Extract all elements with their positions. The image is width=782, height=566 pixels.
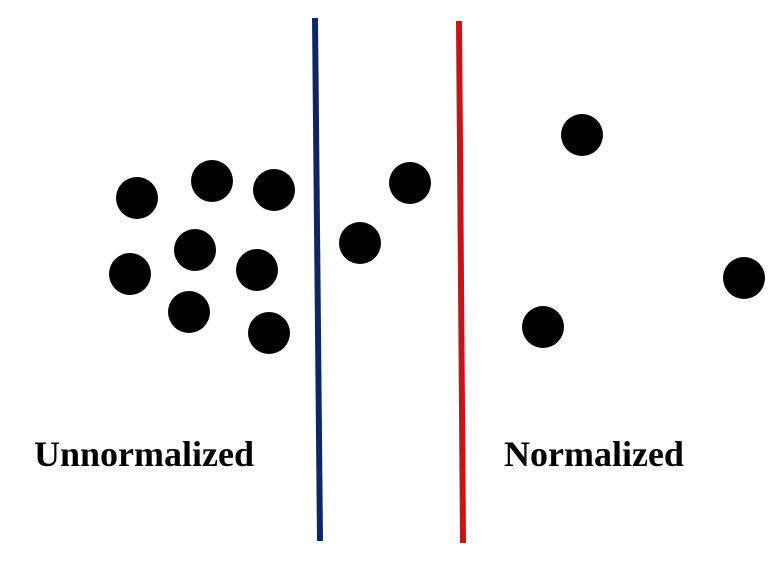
normalized-points — [522, 114, 765, 348]
data-point — [561, 114, 603, 156]
unnormalized-label: Unnormalized — [34, 436, 254, 472]
data-point — [191, 160, 233, 202]
data-point — [339, 222, 381, 264]
unnormalized-boundary-line — [315, 18, 320, 541]
data-point — [109, 253, 151, 295]
data-point — [248, 312, 290, 354]
unnormalized-cluster — [109, 160, 295, 354]
normalized-label: Normalized — [504, 436, 684, 472]
data-point — [174, 229, 216, 271]
data-point — [389, 162, 431, 204]
data-point — [522, 306, 564, 348]
data-point — [168, 291, 210, 333]
data-point — [236, 249, 278, 291]
data-point — [253, 169, 295, 211]
data-point — [723, 257, 765, 299]
data-point — [116, 177, 158, 219]
between-boundaries-points — [339, 162, 431, 264]
normalized-boundary-line — [459, 21, 463, 543]
